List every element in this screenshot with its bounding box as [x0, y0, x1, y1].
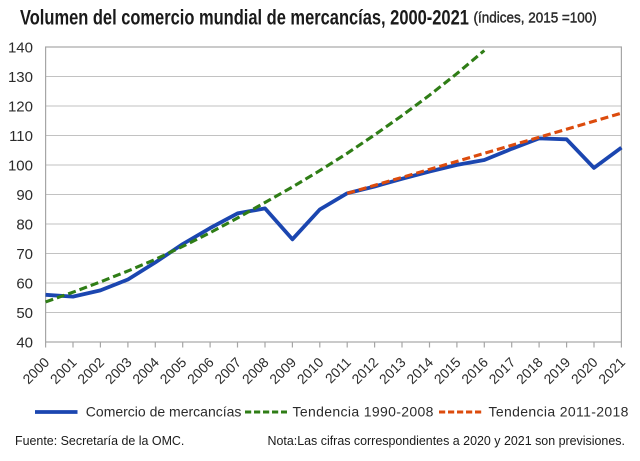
svg-text:2014: 2014 — [404, 354, 437, 387]
svg-text:130: 130 — [8, 69, 33, 86]
svg-text:100: 100 — [8, 157, 33, 174]
svg-text:80: 80 — [16, 216, 33, 233]
svg-text:2011: 2011 — [322, 355, 354, 387]
svg-text:Tendencia 1990-2008: Tendencia 1990-2008 — [293, 403, 434, 419]
svg-text:2016: 2016 — [459, 354, 492, 387]
svg-text:2017: 2017 — [486, 355, 518, 387]
svg-text:2009: 2009 — [267, 354, 300, 387]
svg-text:(índices, 2015 =100): (índices, 2015 =100) — [474, 10, 597, 27]
svg-text:70: 70 — [16, 246, 33, 263]
svg-text:90: 90 — [16, 187, 33, 204]
svg-text:2013: 2013 — [376, 354, 409, 387]
svg-text:2018: 2018 — [514, 354, 547, 387]
svg-text:2005: 2005 — [157, 354, 190, 387]
svg-text:2003: 2003 — [102, 354, 135, 387]
svg-text:2002: 2002 — [75, 355, 107, 387]
svg-text:2007: 2007 — [212, 355, 244, 387]
svg-text:140: 140 — [8, 39, 33, 56]
svg-text:2010: 2010 — [294, 354, 327, 387]
svg-text:50: 50 — [16, 305, 33, 322]
svg-text:2000: 2000 — [20, 354, 53, 387]
svg-text:2015: 2015 — [431, 354, 464, 387]
svg-text:Comercio de mercancías: Comercio de mercancías — [86, 403, 242, 419]
svg-text:2001: 2001 — [47, 355, 79, 387]
svg-text:2019: 2019 — [541, 354, 574, 387]
svg-text:60: 60 — [16, 275, 33, 292]
svg-text:2008: 2008 — [239, 354, 272, 387]
svg-text:110: 110 — [9, 128, 33, 145]
svg-text:Volumen del comercio mundial d: Volumen del comercio mundial de mercancí… — [20, 7, 469, 31]
svg-text:2006: 2006 — [185, 354, 218, 387]
svg-text:40: 40 — [16, 334, 33, 351]
svg-text:120: 120 — [8, 98, 33, 115]
svg-text:2021: 2021 — [596, 355, 628, 387]
svg-text:2012: 2012 — [349, 355, 381, 387]
svg-text:2020: 2020 — [568, 354, 601, 387]
svg-text:Tendencia 2011-2018: Tendencia 2011-2018 — [489, 403, 629, 419]
svg-text:2004: 2004 — [130, 354, 163, 387]
svg-text:Nota:Las cifras correspondient: Nota:Las cifras correspondientes a 2020 … — [268, 434, 625, 448]
svg-text:Fuente: Secretaría de la OMC.: Fuente: Secretaría de la OMC. — [15, 434, 184, 448]
